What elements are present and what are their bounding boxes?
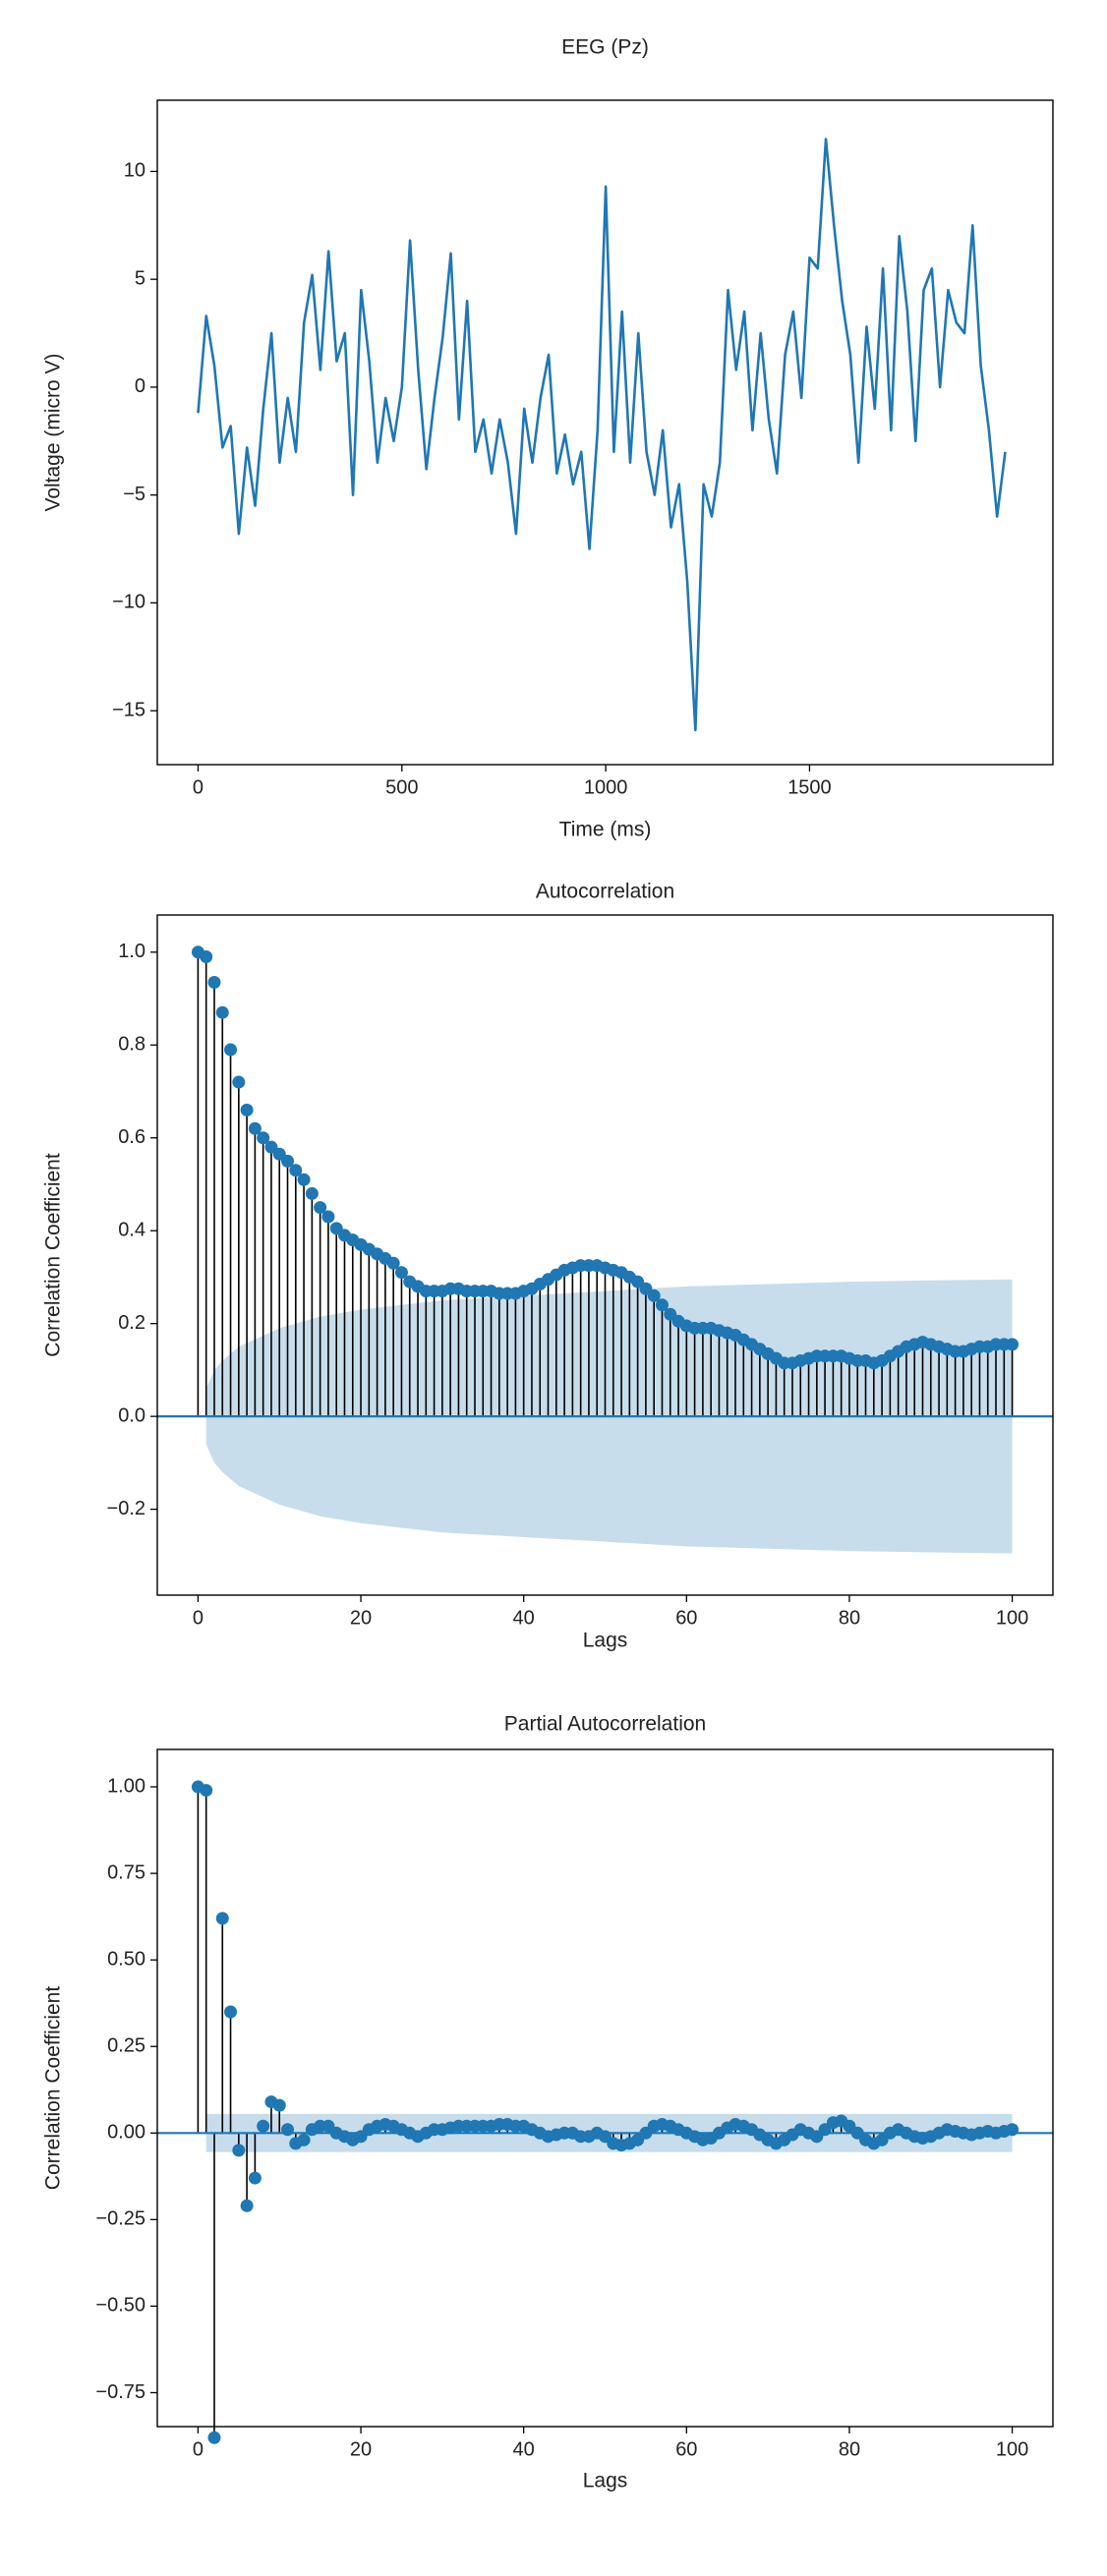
stem-marker <box>281 2123 295 2137</box>
y-tick-label: 0.6 <box>118 1126 146 1148</box>
stem-marker <box>1006 1338 1020 1351</box>
stem-marker <box>305 1186 319 1200</box>
y-tick-label: 0.2 <box>118 1312 146 1334</box>
x-tick-label: 20 <box>350 2438 372 2460</box>
stem-marker <box>215 1912 229 1925</box>
y-tick-label: 1.0 <box>118 941 146 962</box>
chart-title: EEG (Pz) <box>561 36 649 59</box>
x-tick-label: 1000 <box>584 776 628 798</box>
y-tick-label: −10 <box>112 592 146 613</box>
x-tick-label: 0 <box>193 776 204 798</box>
stem-marker <box>200 1784 213 1798</box>
stem-marker <box>200 950 213 964</box>
x-tick-label: 0 <box>193 1607 204 1629</box>
stem-marker <box>240 1103 254 1116</box>
axes-frame <box>156 99 1054 766</box>
y-tick-label: −0.50 <box>95 2295 146 2317</box>
x-tick-label: 1500 <box>787 776 832 798</box>
stem-marker <box>240 2199 254 2212</box>
x-axis-label: Lags <box>583 2470 628 2492</box>
axes-frame <box>156 1748 1054 2428</box>
stem-marker <box>215 1005 229 1019</box>
x-tick-label: 60 <box>675 2438 697 2460</box>
stem-marker <box>647 1288 661 1302</box>
y-tick-label: −5 <box>123 484 146 505</box>
stem-marker <box>655 1298 669 1312</box>
stem-marker <box>1006 2123 1020 2137</box>
x-axis-label: Lags <box>583 1630 628 1652</box>
stem-marker <box>272 2098 286 2112</box>
stem-marker <box>281 1154 295 1168</box>
eeg-line <box>197 138 1007 732</box>
axes-frame <box>156 914 1054 1596</box>
stem-marker <box>248 2171 262 2185</box>
x-tick-label: 60 <box>675 1607 697 1629</box>
y-axis-label: Correlation Coefficient <box>42 1986 65 2191</box>
stem-marker <box>232 1075 246 1089</box>
stem-marker <box>394 1266 408 1280</box>
stem-marker <box>314 1201 327 1215</box>
y-axis-label: Voltage (micro V) <box>42 353 65 511</box>
stem-marker <box>257 2119 270 2133</box>
y-tick-label: 5 <box>135 267 146 289</box>
y-tick-label: −0.75 <box>95 2381 146 2403</box>
stem-marker <box>232 2144 246 2157</box>
stem-marker <box>386 1256 400 1270</box>
stem-marker <box>297 1173 311 1186</box>
x-tick-label: 20 <box>350 1607 372 1629</box>
stem-marker <box>224 1043 238 1057</box>
chart-title: Autocorrelation <box>536 881 674 903</box>
x-tick-label: 100 <box>996 2438 1028 2460</box>
x-tick-label: 80 <box>839 1607 860 1629</box>
y-tick-label: −15 <box>112 699 146 720</box>
x-tick-label: 40 <box>513 1607 535 1629</box>
stem-marker <box>297 2133 311 2147</box>
x-tick-label: 100 <box>996 1607 1028 1629</box>
y-tick-label: 0.4 <box>118 1219 146 1240</box>
y-tick-label: 10 <box>124 160 146 182</box>
y-tick-label: −0.2 <box>107 1498 146 1519</box>
x-tick-label: 40 <box>513 2438 535 2460</box>
y-tick-label: 0.8 <box>118 1034 146 1056</box>
stem-marker <box>224 2005 238 2019</box>
stem-marker <box>207 2431 221 2444</box>
stem-marker <box>207 975 221 989</box>
stem-marker <box>257 1131 270 1145</box>
y-tick-label: 0.75 <box>107 1861 146 1883</box>
x-axis-label: Time (ms) <box>559 819 652 841</box>
y-tick-label: 0.50 <box>107 1948 146 1970</box>
y-tick-label: 0 <box>135 375 146 397</box>
stem-marker <box>321 1210 335 1224</box>
y-axis-label: Correlation Coefficient <box>42 1153 65 1357</box>
y-tick-label: 1.00 <box>107 1775 146 1797</box>
x-tick-label: 0 <box>193 2438 204 2460</box>
x-tick-label: 500 <box>385 776 418 798</box>
x-tick-label: 80 <box>839 2438 860 2460</box>
chart-title: Partial Autocorrelation <box>504 1713 706 1736</box>
y-tick-label: 0.0 <box>118 1404 146 1426</box>
stem-marker <box>289 1164 303 1177</box>
y-tick-label: −0.25 <box>95 2208 146 2230</box>
y-tick-label: 0.25 <box>107 2035 146 2057</box>
stem-marker <box>248 1121 262 1135</box>
y-tick-label: 0.00 <box>107 2122 146 2144</box>
